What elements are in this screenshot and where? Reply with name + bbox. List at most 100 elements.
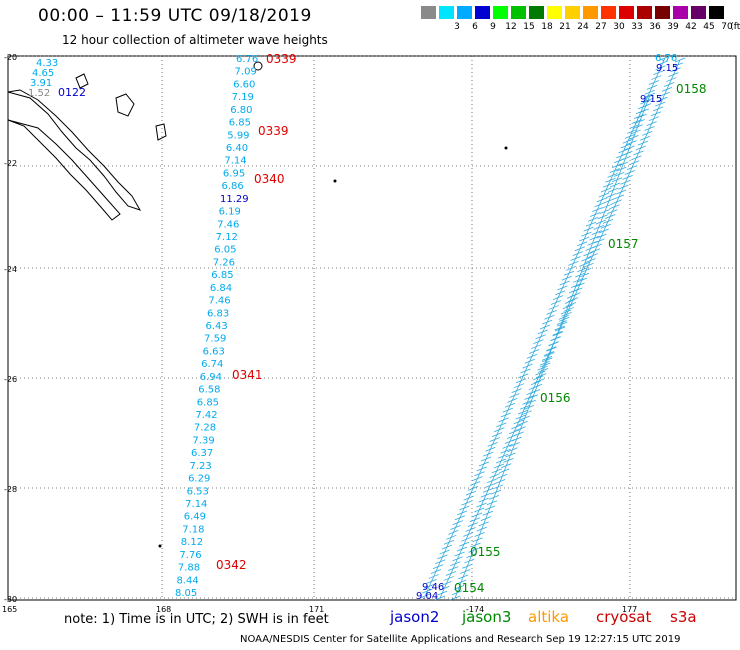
page-title: 00:00 – 11:59 UTC 09/18/2019	[38, 6, 312, 26]
swh-value: 7.59	[204, 334, 226, 345]
swh-value: 7.26	[213, 257, 235, 268]
swh-value: 6.29	[188, 474, 210, 485]
swh-value: 4.65	[32, 68, 54, 79]
swh-value: 6.05	[214, 245, 236, 256]
lon-label: 171	[309, 605, 324, 614]
legend-label: 42	[685, 22, 697, 32]
swh-value: 6.19	[219, 207, 241, 218]
swh-value: 6.43	[206, 321, 228, 332]
lon-label: -174	[466, 605, 484, 614]
swh-value: 5.99	[227, 130, 249, 141]
swh-value: 6.40	[226, 143, 248, 154]
swh-value: 8.44	[176, 575, 198, 586]
swh-value: 6.76	[236, 54, 258, 65]
time-label: 0157	[608, 237, 639, 251]
time-label: 0122	[58, 86, 86, 99]
swh-value: 7.19	[232, 92, 254, 103]
legend-swatch	[493, 6, 508, 19]
time-label: 0156	[540, 391, 571, 405]
swh-value: 7.14	[224, 156, 246, 167]
time-label: 0339	[258, 124, 289, 138]
legend-swatch	[475, 6, 490, 19]
time-label: 0342	[216, 558, 247, 572]
swh-value: 7.88	[178, 563, 200, 574]
island-dot	[504, 146, 508, 150]
swh-value: 6.37	[191, 448, 213, 459]
page-subtitle: 12 hour collection of altimeter wave hei…	[62, 33, 328, 47]
swh-value: 7.46	[208, 296, 230, 307]
lat-label: -20	[4, 53, 17, 62]
lat-label: -24	[4, 265, 17, 274]
island-outline	[253, 61, 263, 71]
legend-label: 21	[559, 22, 571, 32]
satellite-label: cryosat	[596, 608, 652, 626]
swh-value: 6.85	[211, 270, 233, 281]
legend-swatch	[439, 6, 454, 19]
swh-value: 6.76	[655, 53, 677, 64]
legend-swatch	[421, 6, 436, 19]
swh-value: 3.91	[30, 78, 52, 89]
swh-value: 7.46	[217, 219, 239, 230]
swh-value: 6.74	[201, 359, 223, 370]
coastline	[7, 119, 121, 221]
legend-swatch	[691, 6, 706, 19]
swh-value: 7.23	[190, 461, 212, 472]
swh-value: 8.05	[175, 588, 197, 599]
swh-value: 7.28	[194, 423, 216, 434]
legend-label: 33	[631, 22, 643, 32]
island-dot	[333, 179, 337, 183]
lat-label: -28	[4, 485, 17, 494]
island-outline	[115, 93, 135, 117]
swh-value: 11.29	[220, 194, 249, 205]
legend-swatch	[457, 6, 472, 19]
legend-swatch	[709, 6, 724, 19]
lon-label: 165	[2, 605, 17, 614]
swh-value: 6.94	[200, 372, 222, 383]
legend-label: 27	[595, 22, 607, 32]
legend-label: 18	[541, 22, 553, 32]
footer-note: note: 1) Time is in UTC; 2) SWH is in fe…	[64, 612, 329, 627]
swh-value: 6.63	[203, 346, 225, 357]
legend-label: 70	[721, 22, 733, 32]
legend-label: 3	[454, 22, 460, 32]
legend-swatch	[529, 6, 544, 19]
satellite-label: altika	[528, 608, 570, 626]
legend-label: 15	[523, 22, 535, 32]
legend-swatch	[547, 6, 562, 19]
swh-value: 4.33	[36, 58, 58, 69]
swh-value: 6.84	[210, 283, 232, 294]
legend-swatch	[511, 6, 526, 19]
swh-value: 7.18	[182, 524, 204, 535]
legend-label: 39	[667, 22, 679, 32]
swh-value: 6.85	[229, 118, 251, 129]
legend-swatch	[673, 6, 688, 19]
swh-value: 1.52	[28, 88, 50, 99]
swh-value: 7.12	[216, 232, 238, 243]
track-line	[424, 57, 666, 597]
credit-line: NOAA/NESDIS Center for Satellite Applica…	[240, 634, 681, 645]
legend-swatch	[655, 6, 670, 19]
swh-value: 8.12	[181, 537, 203, 548]
swh-value: 6.85	[197, 397, 219, 408]
swh-value: 6.58	[198, 385, 220, 396]
legend-swatch	[619, 6, 634, 19]
swh-value: 7.14	[185, 499, 207, 510]
swh-value: 9.46	[422, 582, 444, 593]
track-line	[439, 59, 681, 599]
swh-value: 7.39	[192, 435, 214, 446]
legend-swatch	[583, 6, 598, 19]
legend-label: 30	[613, 22, 625, 32]
swh-value: 6.83	[207, 308, 229, 319]
satellite-label: s3a	[670, 608, 697, 626]
legend-label: 12	[505, 22, 517, 32]
swh-value: 7.76	[179, 550, 201, 561]
legend-label: 6	[472, 22, 478, 32]
time-label: 0158	[676, 82, 707, 96]
coastline	[7, 89, 142, 211]
island-outline	[75, 73, 89, 89]
swh-value: 6.49	[184, 512, 206, 523]
swh-value: 9.15	[656, 63, 678, 74]
lat-label: -22	[4, 159, 17, 168]
swh-value: 6.60	[233, 79, 255, 90]
